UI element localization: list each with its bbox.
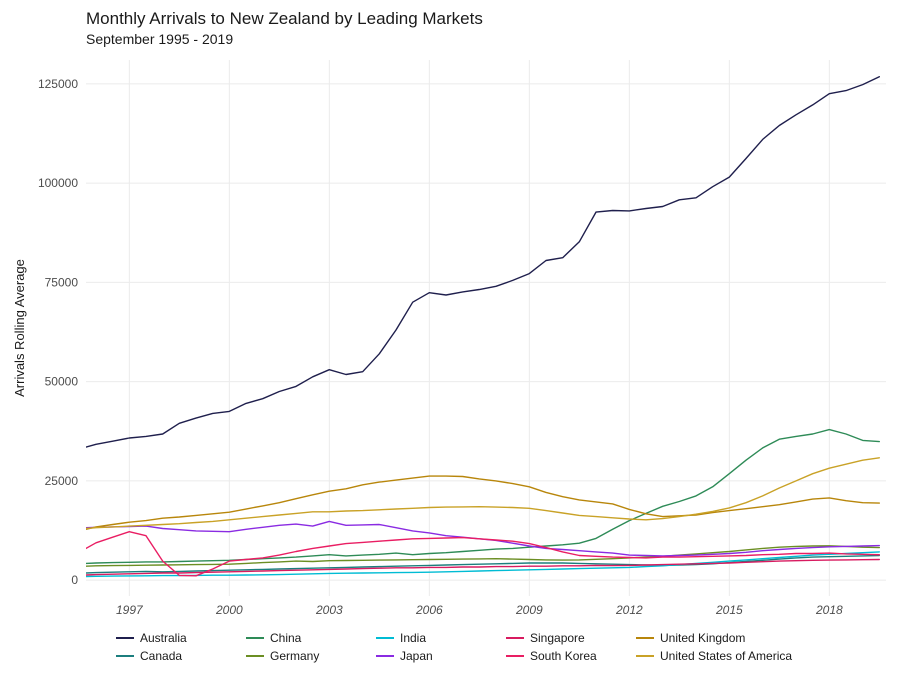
y-tick-label: 125000 <box>38 77 78 91</box>
x-tick-label: 2015 <box>715 603 743 617</box>
y-tick-label: 50000 <box>45 375 79 389</box>
x-tick-label: 2012 <box>615 603 643 617</box>
x-tick-label: 2018 <box>815 603 843 617</box>
y-axis-label: Arrivals Rolling Average <box>12 259 27 397</box>
y-tick-label: 0 <box>71 573 78 587</box>
legend-label: India <box>400 631 426 645</box>
legend-label: Canada <box>140 649 182 663</box>
x-tick-label: 1997 <box>116 603 144 617</box>
line-chart: 1997 2000 2003 2006 2009 2012 2015 2018 0 25000 50… <box>0 0 900 679</box>
x-tick-label: 2000 <box>215 603 243 617</box>
chart-subtitle: September 1995 - 2019 <box>86 31 233 47</box>
legend-label: United States of America <box>660 649 792 663</box>
y-tick-label: 75000 <box>45 275 79 289</box>
x-tick-label: 2006 <box>415 603 443 617</box>
legend-label: China <box>270 631 302 645</box>
y-tick-label: 25000 <box>45 474 79 488</box>
y-tick-label: 100000 <box>38 176 78 190</box>
legend-label: Singapore <box>530 631 585 645</box>
legend-label: United Kingdom <box>660 631 745 645</box>
legend-label: South Korea <box>530 649 597 663</box>
legend-label: Germany <box>270 649 319 663</box>
legend-label: Australia <box>140 631 187 645</box>
legend-label: Japan <box>400 649 433 663</box>
x-tick-label: 2003 <box>315 603 343 617</box>
x-tick-label: 2009 <box>515 603 543 617</box>
chart-container: 1997 2000 2003 2006 2009 2012 2015 2018 0 25000 50… <box>0 0 900 679</box>
chart-title: Monthly Arrivals to New Zealand by Leadi… <box>86 9 483 28</box>
